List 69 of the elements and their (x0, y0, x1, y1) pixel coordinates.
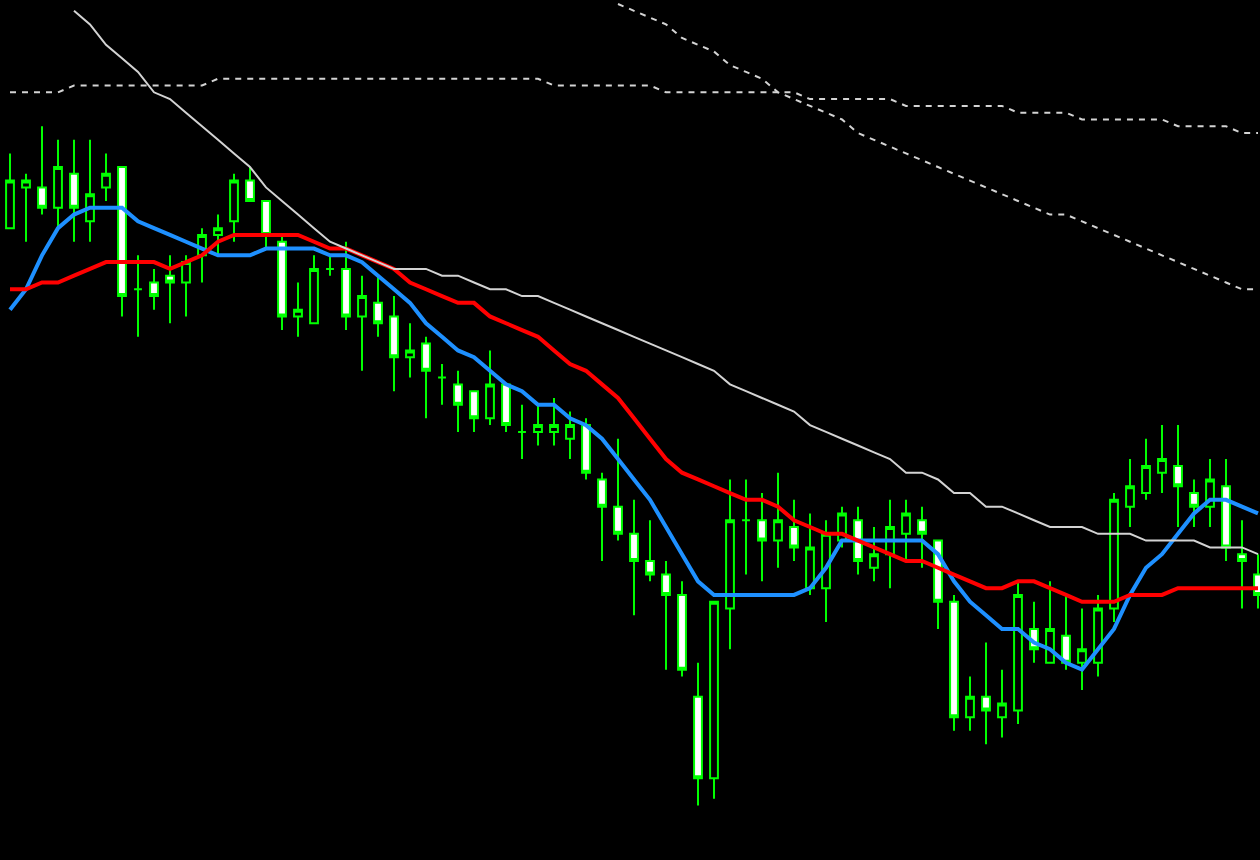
candlestick (325, 254, 335, 277)
candlestick (389, 295, 399, 393)
candlestick (213, 213, 223, 257)
candlestick (117, 166, 127, 318)
candlestick (581, 417, 591, 481)
candlestick (1189, 478, 1199, 529)
candlestick (69, 138, 79, 243)
candlestick (565, 410, 575, 461)
candlestick (533, 403, 543, 447)
candlestick (1125, 458, 1135, 529)
candlestick (85, 138, 95, 243)
candlestick (869, 526, 879, 583)
candlestick (1237, 519, 1247, 610)
candlestick (789, 498, 799, 562)
candlestick (293, 281, 303, 338)
candlestick (405, 322, 415, 379)
candlestick (5, 152, 15, 230)
candlestick (1221, 458, 1231, 562)
candlestick (421, 335, 431, 420)
candlestick (261, 199, 271, 250)
candlestick (661, 559, 671, 671)
candlestick (997, 668, 1007, 739)
candlestick (501, 383, 511, 433)
candlestick (981, 641, 991, 746)
candlestick (1141, 437, 1151, 501)
candlestick (1157, 424, 1167, 495)
candlestick (165, 254, 175, 325)
candlestick (245, 166, 255, 202)
candlestick (917, 505, 927, 569)
candlestick (677, 580, 687, 678)
candlestick (229, 172, 239, 243)
candlestick (37, 125, 47, 216)
candlestick (373, 274, 383, 338)
candlestick (773, 471, 783, 569)
candlestick (629, 498, 639, 617)
candlestick (965, 675, 975, 732)
candlestick (1109, 492, 1119, 624)
candlestick (277, 233, 287, 332)
candlestick (741, 478, 751, 576)
candlestick (1077, 607, 1087, 692)
candlestick (613, 437, 623, 542)
candlestick (453, 369, 463, 433)
candlestick (1013, 580, 1023, 725)
candlestick (549, 396, 559, 447)
candlestick (357, 274, 367, 372)
candlestick (181, 254, 191, 318)
candlestick (901, 498, 911, 562)
candlestick (341, 240, 351, 332)
candlestick (597, 471, 607, 562)
candlestick (949, 593, 959, 732)
candlestick (709, 600, 719, 800)
candlestick (101, 152, 111, 202)
candlestick (309, 254, 319, 325)
candlestick (805, 512, 815, 596)
candlestick (485, 349, 495, 427)
candlestick (1045, 580, 1055, 664)
candlestick (1061, 593, 1071, 671)
candlestick (133, 254, 143, 338)
candlestick (149, 267, 159, 311)
candlestick (53, 138, 63, 230)
candlestick (725, 478, 735, 651)
candlestick (437, 363, 447, 406)
candlestick (693, 661, 703, 807)
candlestick (1173, 424, 1183, 529)
candlestick (517, 403, 527, 461)
candlestick (757, 492, 767, 583)
candlestick (469, 390, 479, 433)
candlestick (21, 172, 31, 243)
candlestick (645, 519, 655, 583)
